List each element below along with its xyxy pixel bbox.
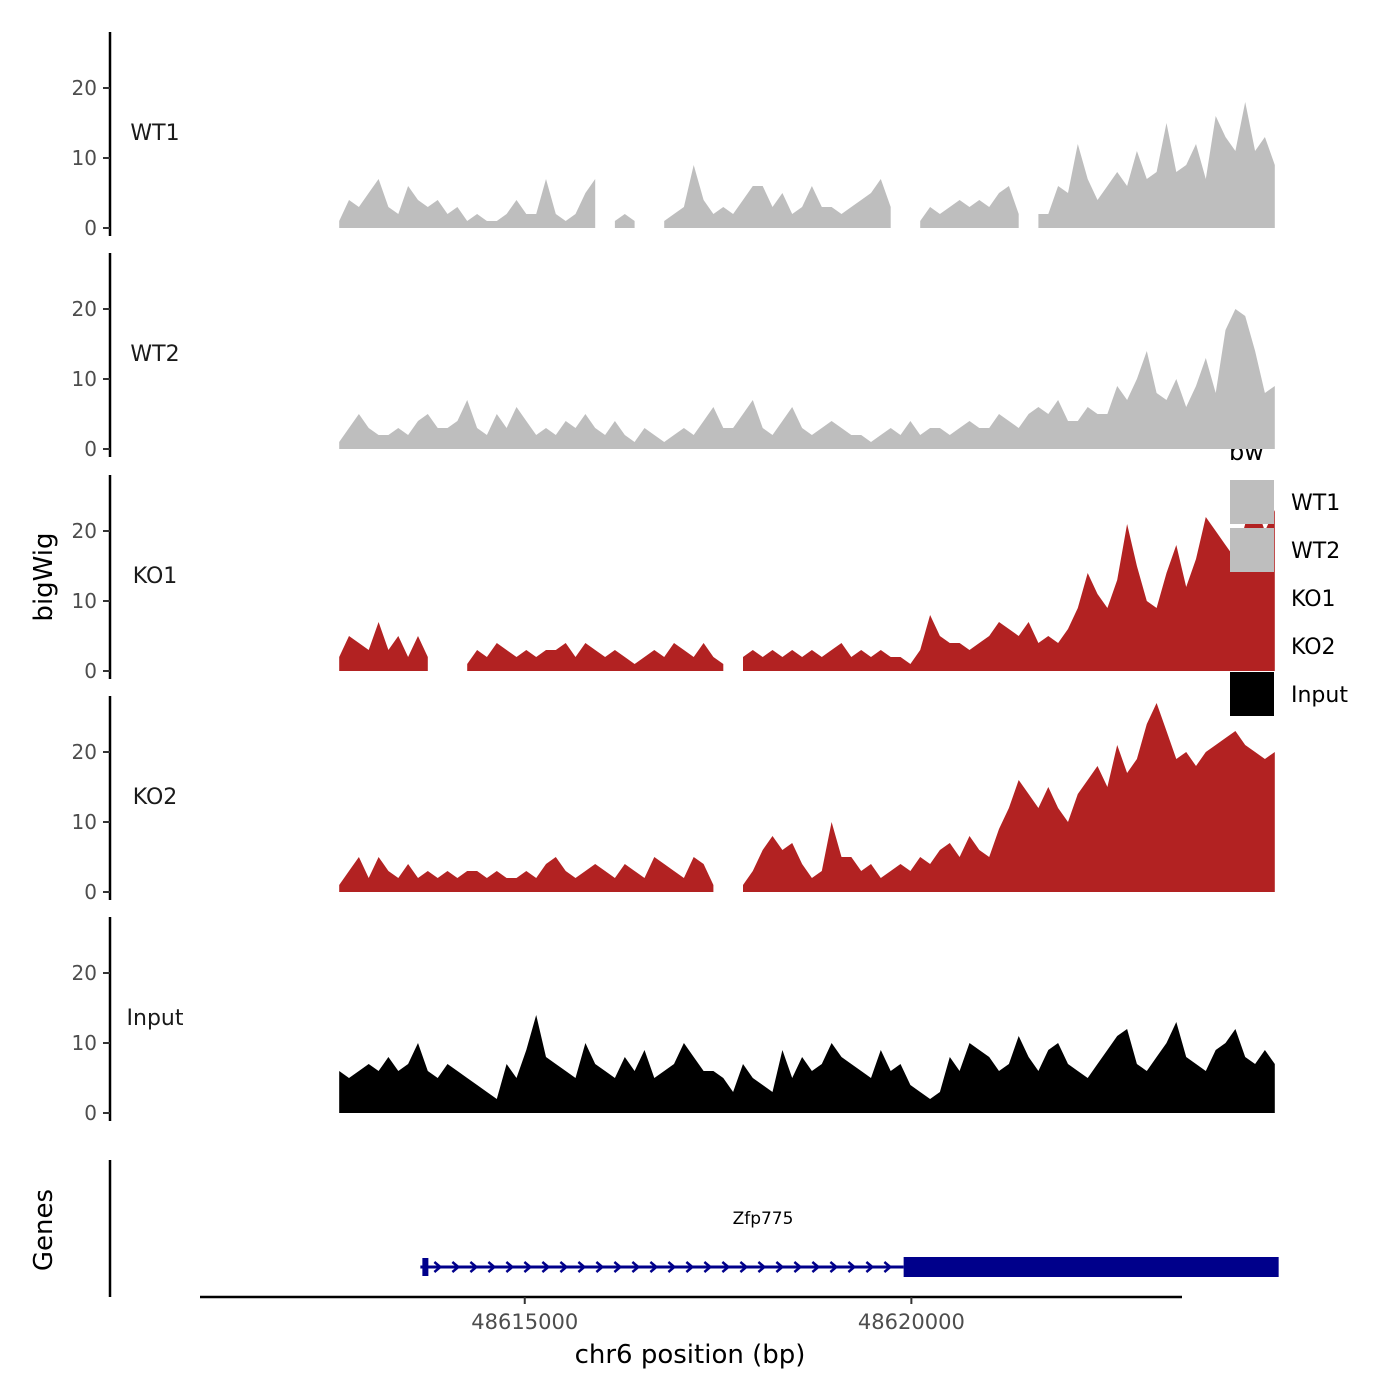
strand-arrow bbox=[775, 1261, 785, 1273]
legend-item-ko2: KO2 bbox=[1230, 624, 1336, 668]
signal-area-ko1 bbox=[467, 643, 724, 671]
signal-area-ko2 bbox=[743, 703, 1275, 892]
strand-arrow bbox=[757, 1261, 767, 1273]
track-label: KO1 bbox=[133, 564, 178, 589]
y-tick-label: 20 bbox=[72, 519, 97, 543]
strand-arrow bbox=[595, 1261, 605, 1273]
signal-area-wt1 bbox=[614, 214, 635, 228]
x-axis: 48615000 48620000 bbox=[200, 1295, 1182, 1334]
y-tick-label: 0 bbox=[84, 659, 97, 683]
strand-arrow bbox=[451, 1261, 461, 1273]
genes-axis-title: Genes bbox=[29, 1189, 59, 1271]
signal-area-wt1 bbox=[339, 179, 596, 228]
strand-arrow bbox=[739, 1261, 749, 1273]
strand-arrow bbox=[487, 1261, 497, 1273]
legend-swatch bbox=[1230, 480, 1274, 524]
strand-arrow bbox=[847, 1261, 857, 1273]
y-tick-label: 0 bbox=[84, 216, 97, 240]
track-label: WT1 bbox=[130, 121, 179, 146]
y-tick-label: 10 bbox=[72, 810, 97, 834]
strand-arrow bbox=[613, 1261, 623, 1273]
legend-label: KO1 bbox=[1291, 587, 1336, 612]
legend-label: WT1 bbox=[1291, 491, 1340, 516]
signal-area-wt1 bbox=[920, 186, 1019, 228]
strand-arrow bbox=[433, 1261, 443, 1273]
strand-arrow bbox=[883, 1261, 893, 1273]
track-label: Input bbox=[127, 1006, 184, 1031]
legend-swatch bbox=[1230, 528, 1274, 572]
track-label: WT2 bbox=[130, 342, 179, 367]
strand-arrow bbox=[667, 1261, 677, 1273]
legend-item-input: Input bbox=[1230, 672, 1348, 716]
track-ko1: 0 10 20 KO1 bbox=[72, 475, 1275, 683]
y-tick-label: 0 bbox=[84, 1101, 97, 1125]
x-tick-label: 48620000 bbox=[858, 1310, 965, 1334]
signal-area-input bbox=[339, 1015, 1275, 1113]
y-tick-label: 20 bbox=[72, 961, 97, 985]
legend-swatch bbox=[1230, 576, 1274, 620]
strand-arrow bbox=[703, 1261, 713, 1273]
gene-exon-start bbox=[422, 1258, 429, 1276]
y-tick-label: 10 bbox=[72, 367, 97, 391]
y-tick-label: 20 bbox=[72, 297, 97, 321]
strand-arrow bbox=[811, 1261, 821, 1273]
track-panels: 0 10 20 WT1 0 10 20 WT2 0 10 20 KO1 0 10 20 KO2 0 10 20 Inp… bbox=[72, 32, 1275, 1125]
strand-arrow bbox=[829, 1261, 839, 1273]
legend: WT1 WT2 KO1 KO2 Input bbox=[1230, 480, 1348, 716]
legend-label: KO2 bbox=[1291, 635, 1336, 660]
y-tick-label: 20 bbox=[72, 740, 97, 764]
strand-arrow bbox=[541, 1261, 551, 1273]
strand-arrow bbox=[649, 1261, 659, 1273]
legend-item-ko1: KO1 bbox=[1230, 576, 1336, 620]
signal-area-ko1 bbox=[339, 622, 428, 671]
y-tick-label: 10 bbox=[72, 1031, 97, 1055]
gene-track: Zfp775 bbox=[108, 1160, 1279, 1297]
strand-arrow bbox=[721, 1261, 731, 1273]
legend-item-wt2: WT2 bbox=[1230, 528, 1340, 572]
legend-label: WT2 bbox=[1291, 539, 1340, 564]
y-axis-title: bigWig bbox=[29, 532, 59, 621]
x-axis-title: chr6 position (bp) bbox=[575, 1340, 806, 1370]
y-tick-label: 0 bbox=[84, 880, 97, 904]
signal-area-wt2 bbox=[339, 309, 1275, 449]
strand-arrow bbox=[793, 1261, 803, 1273]
gene-zfp775: Zfp775 bbox=[420, 1209, 1279, 1277]
strand-arrow bbox=[577, 1261, 587, 1273]
signal-area-ko1 bbox=[743, 503, 1275, 671]
legend-label: Input bbox=[1291, 683, 1348, 708]
legend-swatch bbox=[1230, 624, 1274, 668]
strand-arrow bbox=[631, 1261, 641, 1273]
signal-area-wt1 bbox=[1038, 102, 1275, 228]
gene-cds-block bbox=[903, 1257, 1279, 1277]
legend-swatch bbox=[1230, 672, 1274, 716]
track-input: 0 10 20 Input bbox=[72, 917, 1275, 1125]
track-label: KO2 bbox=[133, 785, 178, 810]
track-wt2: 0 10 20 WT2 bbox=[72, 253, 1275, 461]
strand-arrow bbox=[559, 1261, 569, 1273]
strand-arrow bbox=[505, 1261, 515, 1273]
x-tick-label: 48615000 bbox=[471, 1310, 578, 1334]
y-tick-label: 10 bbox=[72, 589, 97, 613]
track-ko2: 0 10 20 KO2 bbox=[72, 696, 1275, 904]
y-tick-label: 10 bbox=[72, 146, 97, 170]
y-tick-label: 0 bbox=[84, 437, 97, 461]
strand-arrow bbox=[685, 1261, 695, 1273]
gene-label: Zfp775 bbox=[733, 1209, 794, 1229]
legend-item-wt1: WT1 bbox=[1230, 480, 1340, 524]
signal-area-ko2 bbox=[339, 857, 714, 892]
y-tick-label: 20 bbox=[72, 76, 97, 100]
strand-arrow bbox=[523, 1261, 533, 1273]
strand-arrow bbox=[469, 1261, 479, 1273]
track-wt1: 0 10 20 WT1 bbox=[72, 32, 1275, 240]
strand-arrow bbox=[865, 1261, 875, 1273]
signal-area-wt1 bbox=[664, 165, 891, 228]
